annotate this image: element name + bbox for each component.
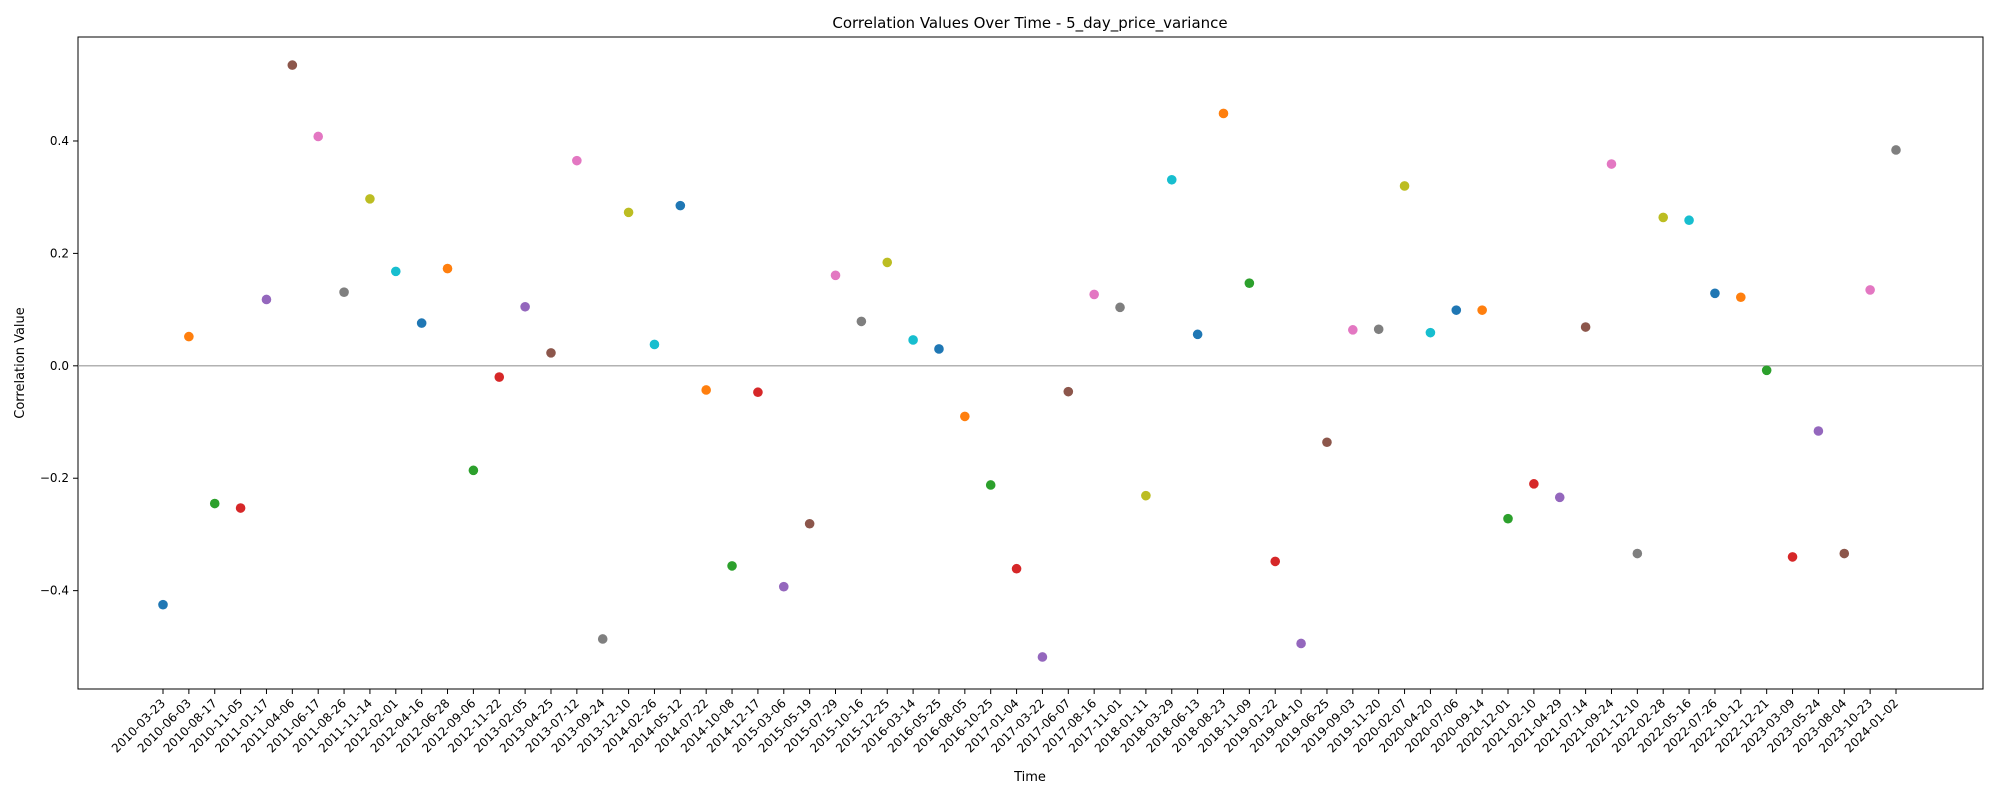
data-point bbox=[1813, 426, 1824, 436]
data-point bbox=[313, 131, 323, 142]
data-point bbox=[1322, 437, 1332, 448]
data-point bbox=[261, 294, 272, 305]
data-point bbox=[1787, 552, 1798, 562]
y-tick-label: −0.2 bbox=[40, 471, 69, 485]
data-point bbox=[1580, 322, 1591, 332]
data-point bbox=[1348, 325, 1358, 335]
data-point bbox=[1063, 386, 1074, 397]
data-point bbox=[1192, 329, 1203, 340]
data-point bbox=[1218, 108, 1229, 119]
data-point bbox=[1373, 324, 1384, 335]
data-point bbox=[184, 331, 194, 342]
data-point bbox=[1477, 305, 1487, 315]
y-tick-label: −0.4 bbox=[40, 584, 69, 598]
data-point bbox=[365, 194, 375, 204]
y-axis-label: Correlation Value bbox=[13, 307, 28, 419]
data-point bbox=[882, 257, 893, 268]
data-point bbox=[1606, 159, 1617, 169]
data-point bbox=[649, 339, 660, 350]
data-point bbox=[1839, 548, 1850, 559]
data-point bbox=[985, 480, 996, 490]
data-point bbox=[416, 318, 427, 328]
y-tick-label: 0.0 bbox=[50, 359, 69, 373]
data-point bbox=[1710, 288, 1720, 299]
data-point bbox=[960, 411, 970, 422]
data-point bbox=[494, 372, 505, 382]
data-point bbox=[830, 270, 841, 281]
data-point bbox=[1632, 548, 1643, 559]
data-point bbox=[727, 561, 737, 571]
chart-title: Correlation Values Over Time - 5_day_pri… bbox=[832, 14, 1227, 33]
data-point bbox=[1244, 278, 1255, 288]
data-point bbox=[1451, 305, 1462, 315]
data-point bbox=[753, 387, 763, 398]
data-point bbox=[1891, 145, 1901, 155]
data-point bbox=[1270, 556, 1281, 567]
data-point bbox=[1037, 652, 1048, 662]
data-point bbox=[778, 581, 789, 592]
data-point bbox=[1554, 492, 1565, 503]
x-axis-label: Time bbox=[1013, 770, 1046, 785]
data-point bbox=[158, 599, 168, 610]
data-point bbox=[209, 498, 220, 509]
data-point bbox=[1658, 212, 1669, 223]
y-tick-label: 0.4 bbox=[50, 134, 69, 148]
data-point bbox=[390, 266, 401, 277]
data-point bbox=[339, 287, 349, 297]
data-point bbox=[804, 518, 815, 529]
data-point bbox=[1736, 292, 1746, 303]
data-point bbox=[1865, 285, 1875, 295]
data-point bbox=[1529, 479, 1539, 489]
data-point bbox=[1425, 327, 1436, 338]
data-point bbox=[908, 335, 918, 345]
data-point bbox=[1011, 563, 1022, 574]
data-point bbox=[934, 344, 944, 354]
data-point bbox=[1684, 215, 1694, 226]
data-point bbox=[1166, 174, 1177, 185]
data-point bbox=[856, 316, 867, 327]
data-point bbox=[520, 301, 530, 312]
x-axis: 2010-03-232010-06-032010-08-172010-11-05… bbox=[109, 689, 1901, 755]
data-point bbox=[675, 200, 686, 211]
data-point bbox=[287, 60, 298, 70]
data-point bbox=[1503, 513, 1513, 524]
data-point bbox=[1761, 365, 1772, 376]
data-point bbox=[442, 263, 453, 274]
data-point bbox=[468, 465, 479, 476]
data-point bbox=[546, 348, 556, 358]
data-point bbox=[701, 385, 711, 395]
data-point bbox=[1296, 638, 1306, 649]
y-axis: −0.4 −0.2 0.0 0.2 0.4 bbox=[40, 134, 78, 598]
data-points bbox=[158, 60, 1901, 662]
data-point bbox=[1089, 289, 1099, 300]
data-point bbox=[1141, 490, 1151, 501]
data-point bbox=[623, 207, 634, 218]
data-point bbox=[572, 155, 582, 166]
data-point bbox=[597, 634, 608, 644]
plot-frame bbox=[77, 36, 1984, 690]
y-tick-label: 0.2 bbox=[50, 246, 69, 260]
data-point bbox=[235, 503, 246, 513]
data-point bbox=[1115, 302, 1125, 313]
data-point bbox=[1399, 181, 1410, 191]
